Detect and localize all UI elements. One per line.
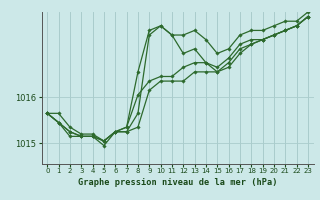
X-axis label: Graphe pression niveau de la mer (hPa): Graphe pression niveau de la mer (hPa) xyxy=(78,178,277,187)
